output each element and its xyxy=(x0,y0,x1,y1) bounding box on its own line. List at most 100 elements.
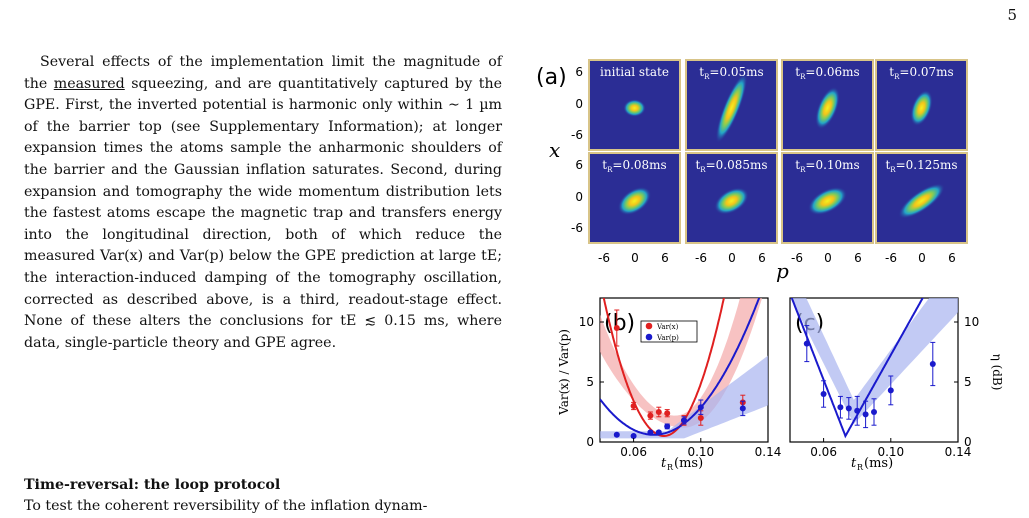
x-tick-label: 0.06 xyxy=(620,445,647,459)
wigner-distribution-blob xyxy=(714,187,749,215)
panel-a-x-tick-label: -6 xyxy=(885,251,897,265)
panel-a-label: (a) xyxy=(536,65,567,90)
data-point xyxy=(681,417,687,424)
wigner-distribution-blob xyxy=(715,73,748,143)
x-tick-label: 0.10 xyxy=(687,445,714,459)
body-text-rest: squeezing, and are quantitatively captur… xyxy=(24,75,502,351)
x-tick-label: 0.14 xyxy=(755,445,782,459)
panel-a-y-tick-label: -6 xyxy=(571,128,583,142)
panel-a-x-tick-label: 0 xyxy=(728,251,736,265)
x-tick-label: 0.06 xyxy=(810,445,837,459)
tile-label: tR=0.07ms xyxy=(889,65,953,81)
panel-a-y-tick-label: -6 xyxy=(571,221,583,235)
tile-label: tR=0.085ms xyxy=(695,158,767,174)
plot-area xyxy=(790,298,958,439)
panel-c-frame xyxy=(789,297,959,443)
section-first-line: To test the coherent reversibility of th… xyxy=(24,498,428,514)
data-point xyxy=(613,431,620,438)
wigner-distribution-blob xyxy=(815,86,840,130)
tile-label: tR=0.06ms xyxy=(795,65,859,81)
wigner-distribution-blob xyxy=(910,90,933,126)
body-text-start: Several effects of the implementation li… xyxy=(24,54,502,92)
data-point xyxy=(655,409,662,415)
y-tick-label: 0 xyxy=(586,435,594,449)
phase-space-tile: tR=0.085ms xyxy=(685,152,778,244)
legend-varx-label: Var(x) xyxy=(656,323,679,331)
panel-c-xlabel-sub: R xyxy=(857,463,864,472)
panel-a-xlabel: p xyxy=(776,259,789,283)
panel-a-x-tick-label: -6 xyxy=(695,251,707,265)
body-text: Several effects of the implementation li… xyxy=(24,52,502,354)
data-point xyxy=(871,409,877,415)
data-point xyxy=(697,415,704,421)
y-tick-label: 5 xyxy=(964,375,972,389)
data-point xyxy=(820,391,827,397)
tile-label: tR=0.10ms xyxy=(795,158,859,174)
tile-label: tR=0.05ms xyxy=(699,65,763,81)
phase-space-tile: initial state xyxy=(588,59,681,151)
data-point xyxy=(664,423,671,430)
panel-a-x-tick-label: 6 xyxy=(758,251,766,265)
x-tick-label: 0.10 xyxy=(877,445,904,459)
underlined-word: measured xyxy=(53,75,125,92)
phase-space-tile: tR=0.08ms xyxy=(588,152,681,244)
panel-c-ylabel: η (dB) xyxy=(990,354,1004,391)
data-point xyxy=(630,403,637,409)
panel-a-y-tick-label: 0 xyxy=(575,97,583,111)
panel-a-y-tick-label: 6 xyxy=(575,65,583,79)
data-point xyxy=(845,405,852,412)
panel-a-x-tick-label: -6 xyxy=(598,251,610,265)
tile-label: initial state xyxy=(600,65,669,79)
tile-label: tR=0.125ms xyxy=(885,158,957,174)
body-paragraph: Several effects of the implementation li… xyxy=(24,52,502,354)
section-title: Time-reversal: the loop protocol xyxy=(24,477,281,493)
y-tick-label: 5 xyxy=(586,375,594,389)
panel-a-x-tick-label: 0 xyxy=(631,251,639,265)
phase-space-tile: tR=0.10ms xyxy=(781,152,874,244)
data-point xyxy=(803,340,810,347)
data-point xyxy=(862,411,869,418)
panel-b-ylabel: Var(x) / Var(p) xyxy=(557,329,571,416)
data-point xyxy=(613,325,620,331)
panel-a-x-tick-label: 6 xyxy=(948,251,956,265)
plot-area xyxy=(600,298,768,439)
panel-a-x-tick-label: 6 xyxy=(661,251,669,265)
page-number: 5 xyxy=(1007,6,1017,24)
wigner-distribution-blob xyxy=(617,186,652,216)
panel-b-xlabel-sub: R xyxy=(667,463,674,472)
panel-a-x-tick-label: -6 xyxy=(791,251,803,265)
data-point xyxy=(887,387,894,394)
panel-a-y-tick-label: 0 xyxy=(575,190,583,204)
data-point xyxy=(739,405,746,412)
tile-label: tR=0.08ms xyxy=(602,158,666,174)
y-tick-label: 10 xyxy=(964,315,979,329)
phase-space-tile: tR=0.07ms xyxy=(875,59,968,151)
y-tick-label: 10 xyxy=(579,315,594,329)
panel-c-xlabel-unit: (ms) xyxy=(864,456,893,471)
data-point xyxy=(837,404,844,411)
varp-gpe-band xyxy=(600,355,768,439)
phase-space-tile: tR=0.05ms xyxy=(685,59,778,151)
tile-background xyxy=(588,59,681,151)
data-point xyxy=(647,412,654,419)
data-point xyxy=(854,407,861,414)
data-point xyxy=(929,361,936,367)
panel-a-x-tick-label: 6 xyxy=(854,251,862,265)
data-point xyxy=(655,429,662,436)
panel-a-x-tick-label: 0 xyxy=(918,251,926,265)
phase-space-tile: tR=0.06ms xyxy=(781,59,874,151)
eta-gpe-band xyxy=(790,298,958,424)
wigner-distribution-blob xyxy=(898,183,945,219)
legend-varp-marker xyxy=(645,333,653,341)
panel-b-legend xyxy=(640,320,698,343)
panel-a-ylabel: x xyxy=(549,138,560,162)
panel-a-y-tick-label: 6 xyxy=(575,158,583,172)
legend-varx-marker xyxy=(645,322,653,330)
eta-theory-curve xyxy=(790,298,924,439)
data-point xyxy=(630,433,637,439)
wigner-distribution-blob xyxy=(623,99,646,117)
data-point xyxy=(647,429,654,436)
panel-c-xlabel-t: t xyxy=(851,456,857,471)
panel-b-xlabel-t: t xyxy=(661,456,667,471)
